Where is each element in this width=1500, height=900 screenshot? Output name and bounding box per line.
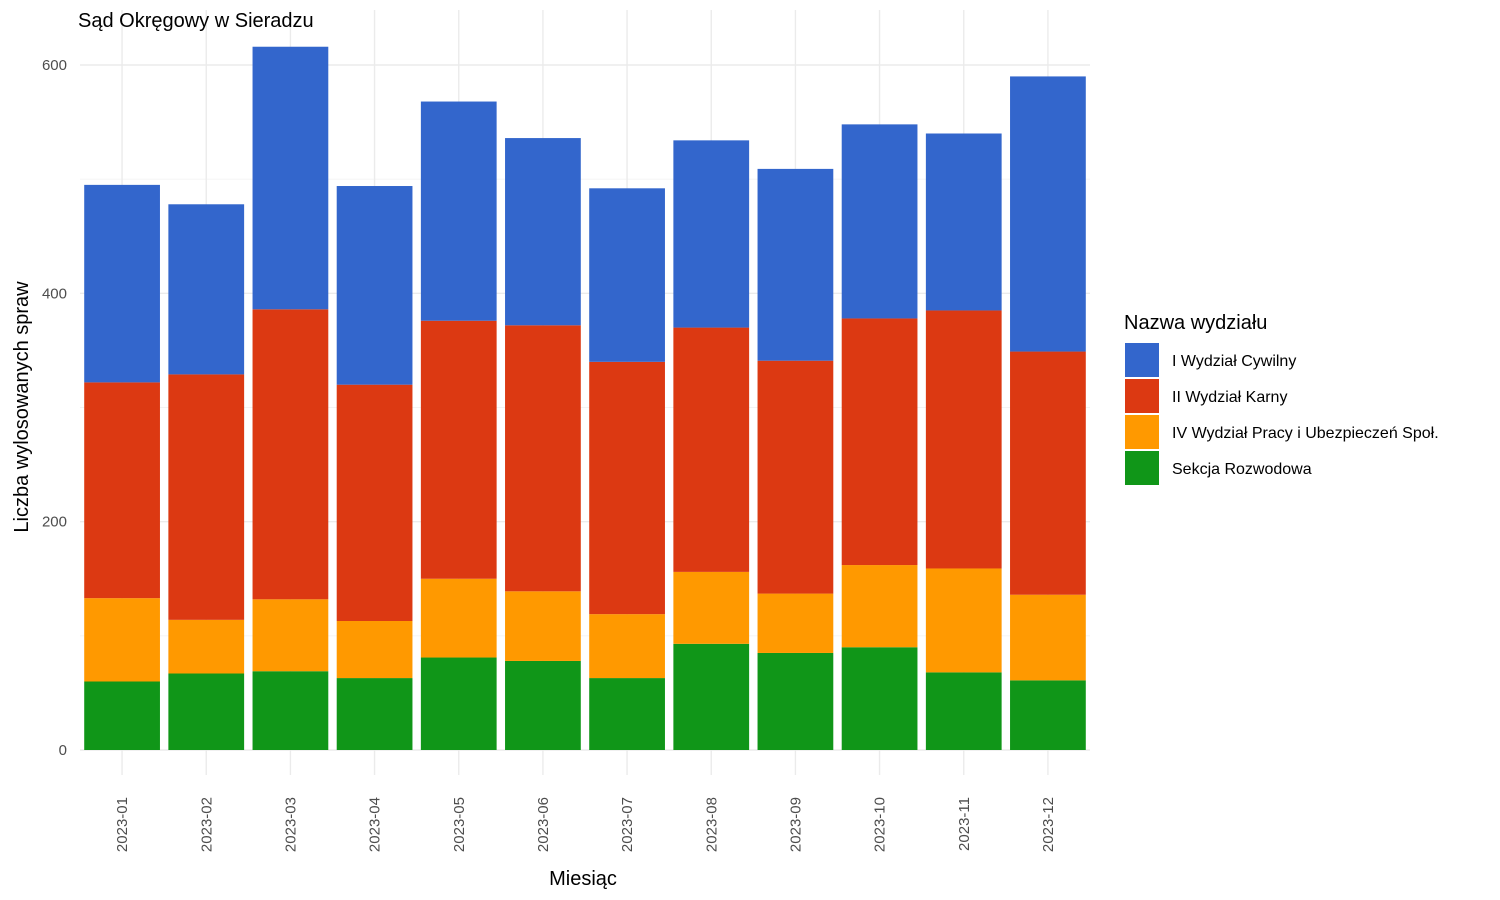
bar-segment: [1010, 351, 1086, 595]
bar-segment: [589, 188, 665, 362]
bar-segment: [168, 619, 245, 674]
bar-segment: [757, 652, 834, 750]
x-tick-label: 2023-08: [703, 797, 720, 852]
x-tick-label: 2023-01: [114, 797, 131, 852]
bar-segment: [168, 374, 245, 620]
legend-key: [1125, 343, 1159, 377]
legend-label: II Wydział Karny: [1172, 389, 1287, 406]
bar-segment: [420, 101, 497, 321]
bar-segment: [673, 327, 750, 572]
bar-segment: [168, 673, 245, 750]
bar-segment: [673, 140, 750, 328]
y-axis-title: Liczba wylosowanych spraw: [11, 281, 33, 533]
bar-segment: [589, 361, 665, 615]
bar-segment: [84, 598, 160, 682]
x-axis-tick-labels: 2023-01 2023-02 2023-03 2023-04 2023-05 2023-…: [114, 797, 1057, 852]
bar-segment: [841, 124, 918, 319]
bar-segment: [420, 320, 497, 579]
bar-segment: [1010, 76, 1086, 352]
bar-segment: [336, 620, 413, 679]
bar-segment: [673, 571, 750, 644]
y-axis-tick-labels: 0 200 400 600: [42, 57, 67, 759]
bar-segment: [673, 643, 750, 750]
bar-segment: [925, 568, 1002, 673]
x-tick-label: 2023-09: [787, 797, 804, 852]
bar-segment: [757, 168, 834, 361]
bar-segment: [757, 593, 834, 653]
x-tick-label: 2023-04: [367, 797, 384, 852]
bar-segment: [420, 657, 497, 750]
legend-label: Sekcja Rozwodowa: [1172, 461, 1312, 478]
legend: Nazwa wydziału I Wydział Cywilny II Wydzi…: [1124, 312, 1439, 485]
minor-gridlines: [80, 178, 1090, 637]
bar-segment: [84, 184, 160, 383]
x-tick-label: 2023-06: [535, 797, 552, 852]
bar-segment: [925, 672, 1002, 750]
bar-segment: [841, 565, 918, 648]
x-tick-label: 2023-11: [956, 797, 973, 851]
bar-segment: [589, 678, 665, 750]
bar-segment: [336, 186, 413, 385]
x-tick-label: 2023-07: [619, 797, 636, 852]
legend-key: [1125, 451, 1159, 485]
y-tick-label: 600: [42, 57, 67, 74]
x-tick-label: 2023-10: [872, 797, 889, 852]
bar-segment: [420, 578, 497, 658]
chart-title: Sąd Okręgowy w Sieradzu: [78, 10, 314, 32]
legend-key: [1125, 379, 1159, 413]
bar-segment: [505, 325, 581, 592]
bar-segment: [252, 599, 329, 672]
bar-segment: [841, 647, 918, 750]
bar-segment: [925, 310, 1002, 569]
bar-segment: [925, 133, 1002, 311]
legend-label: IV Wydział Pracy i Ubezpieczeń Społ.: [1172, 425, 1439, 442]
bar-segment: [841, 318, 918, 566]
bar-segment: [336, 384, 413, 621]
legend-key: [1125, 415, 1159, 449]
x-tick-label: 2023-05: [451, 797, 468, 852]
bar-segment: [1010, 594, 1086, 681]
x-tick-label: 2023-03: [282, 797, 299, 852]
y-tick-label: 0: [59, 742, 67, 759]
bar-segment: [336, 678, 413, 750]
bar-segment: [84, 681, 160, 750]
bars: [84, 46, 1086, 750]
bar-segment: [168, 204, 245, 375]
bar-segment: [252, 309, 329, 600]
x-tick-label: 2023-02: [198, 797, 215, 852]
bar-segment: [505, 591, 581, 661]
bar-segment: [252, 671, 329, 750]
bar-segment: [252, 46, 329, 310]
y-tick-label: 200: [42, 514, 67, 531]
bar-segment: [589, 614, 665, 679]
legend-label: I Wydział Cywilny: [1172, 353, 1296, 370]
bar-segment: [1010, 680, 1086, 750]
bar-segment: [505, 138, 581, 326]
legend-title: Nazwa wydziału: [1124, 312, 1267, 334]
x-axis-title: Miesiąc: [549, 868, 617, 890]
y-tick-label: 400: [42, 285, 67, 302]
bar-segment: [505, 660, 581, 750]
bar-segment: [757, 360, 834, 594]
bar-segment: [84, 382, 160, 599]
x-tick-label: 2023-12: [1040, 797, 1057, 852]
